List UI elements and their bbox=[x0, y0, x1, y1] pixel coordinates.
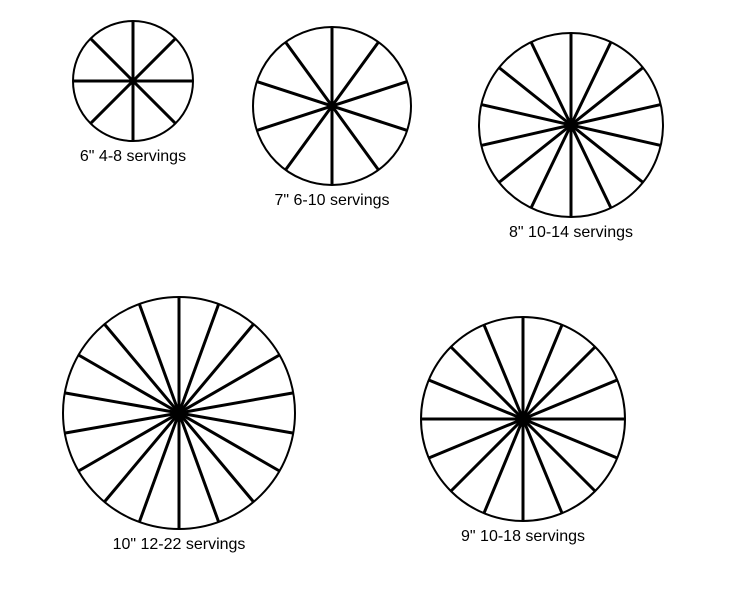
cake-6in: 6" 4-8 servings bbox=[72, 20, 194, 166]
cake-7in-label: 7" 6-10 servings bbox=[252, 192, 412, 210]
cake-10in: 10" 12-22 servings bbox=[62, 296, 296, 554]
cake-8in-svg bbox=[478, 32, 664, 218]
cake-8in: 8" 10-14 servings bbox=[478, 32, 664, 242]
cake-10in-label: 10" 12-22 servings bbox=[62, 536, 296, 554]
cake-6in-label: 6" 4-8 servings bbox=[72, 148, 194, 166]
cake-8in-label: 8" 10-14 servings bbox=[478, 224, 664, 242]
cake-9in: 9" 10-18 servings bbox=[420, 316, 626, 546]
cake-10in-svg bbox=[62, 296, 296, 530]
cake-7in: 7" 6-10 servings bbox=[252, 26, 412, 210]
cake-9in-svg bbox=[420, 316, 626, 522]
cake-7in-svg bbox=[252, 26, 412, 186]
cake-6in-svg bbox=[72, 20, 194, 142]
cake-9in-label: 9" 10-18 servings bbox=[420, 528, 626, 546]
